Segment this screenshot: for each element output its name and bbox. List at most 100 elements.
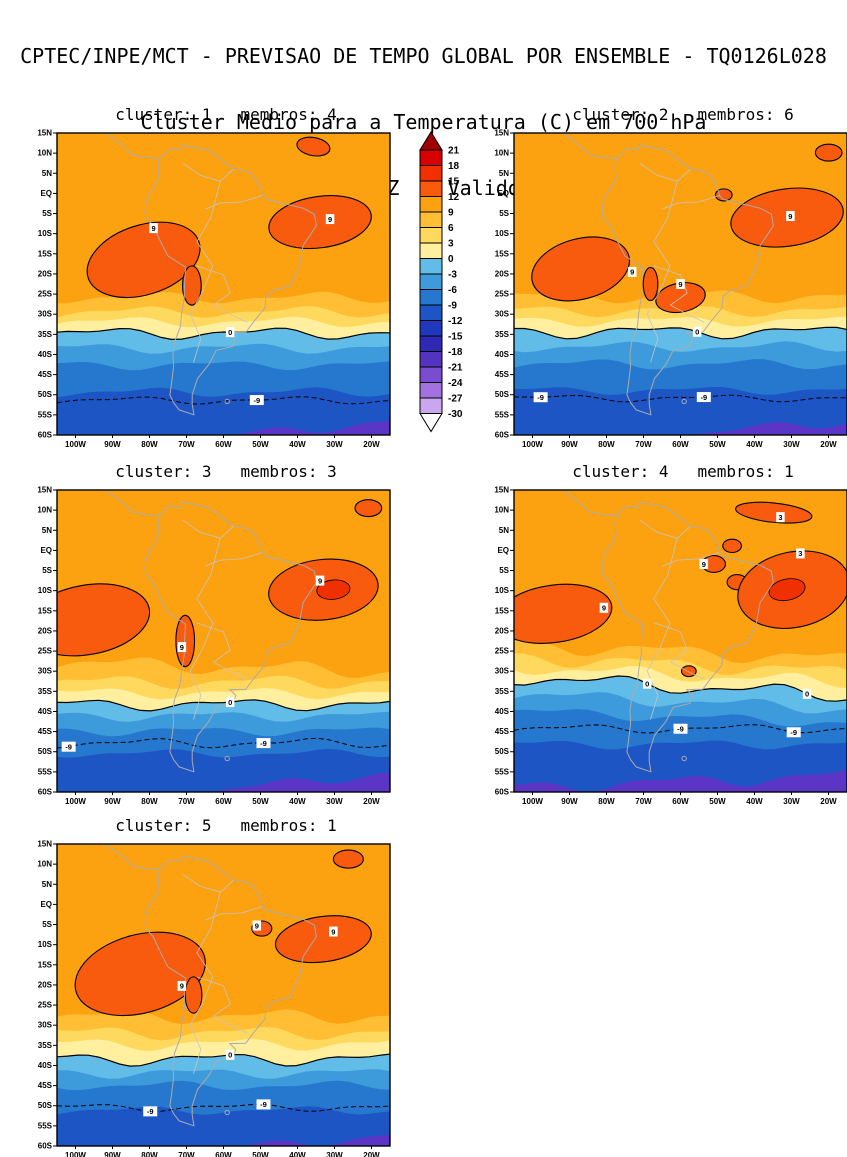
colorbar-label: -6 <box>448 285 457 296</box>
svg-text:-9: -9 <box>260 739 267 748</box>
coastlines <box>104 844 317 1127</box>
colorbar-segment <box>419 366 443 383</box>
svg-text:15N: 15N <box>37 486 52 495</box>
svg-text:20S: 20S <box>495 626 510 635</box>
header-line-2: Cluster Medio para a Temperatura (C) em … <box>140 110 707 134</box>
svg-text:10S: 10S <box>38 229 53 238</box>
svg-text:50S: 50S <box>38 390 53 399</box>
svg-text:30S: 30S <box>38 310 53 319</box>
svg-text:70W: 70W <box>178 1151 195 1157</box>
svg-text:-9: -9 <box>147 1107 154 1116</box>
svg-text:30W: 30W <box>326 1151 343 1157</box>
colorbar-segment <box>419 180 443 197</box>
map-content: 9 9 0 -9 -9 <box>57 490 390 792</box>
svg-text:15N: 15N <box>494 129 509 138</box>
svg-text:5N: 5N <box>499 526 509 535</box>
svg-text:9: 9 <box>788 212 792 221</box>
svg-text:9: 9 <box>151 224 155 233</box>
svg-text:9: 9 <box>702 560 706 569</box>
svg-text:40S: 40S <box>38 1061 53 1070</box>
svg-text:EQ: EQ <box>40 900 52 909</box>
contour-labels: 9 9 9 0 -9 -9 <box>143 920 338 1117</box>
svg-text:20S: 20S <box>38 980 53 989</box>
svg-text:20W: 20W <box>363 1151 380 1157</box>
colorbar-segment <box>419 397 443 414</box>
svg-text:80W: 80W <box>598 797 615 806</box>
svg-text:10S: 10S <box>495 229 510 238</box>
svg-text:0: 0 <box>805 690 809 699</box>
svg-text:3: 3 <box>778 513 782 522</box>
svg-text:80W: 80W <box>141 1151 158 1157</box>
svg-text:10N: 10N <box>37 506 52 515</box>
svg-text:9: 9 <box>678 280 682 289</box>
svg-text:5N: 5N <box>42 526 52 535</box>
svg-text:25S: 25S <box>38 290 53 299</box>
colorbar-label: 15 <box>448 177 460 188</box>
svg-text:-9: -9 <box>700 393 707 402</box>
cluster-panel-5: cluster: 5 membros: 1 9 9 9 0 -9 -9 15N 10N 5N EQ… <box>27 814 395 1157</box>
contour-labels: 9 9 0 -9 -9 <box>61 575 325 752</box>
svg-text:20W: 20W <box>363 797 380 806</box>
panel-title-2: cluster: 2 membros: 6 <box>572 105 794 124</box>
svg-text:20W: 20W <box>363 440 380 449</box>
svg-text:10N: 10N <box>37 860 52 869</box>
colorbar-label: 6 <box>448 223 454 234</box>
svg-text:55S: 55S <box>38 767 53 776</box>
colorbar-label: 21 <box>448 146 460 157</box>
svg-text:5N: 5N <box>42 880 52 889</box>
svg-text:80W: 80W <box>141 440 158 449</box>
colorbar-segment <box>419 149 443 166</box>
svg-text:70W: 70W <box>635 440 652 449</box>
svg-text:60W: 60W <box>215 1151 232 1157</box>
svg-text:55S: 55S <box>38 1121 53 1130</box>
svg-text:60W: 60W <box>672 440 689 449</box>
svg-text:40W: 40W <box>746 797 763 806</box>
colorbar-segment <box>419 211 443 228</box>
svg-text:10S: 10S <box>495 586 510 595</box>
svg-text:100W: 100W <box>65 1151 86 1157</box>
svg-text:35S: 35S <box>38 1041 53 1050</box>
svg-text:15S: 15S <box>495 249 510 258</box>
temperature-bands <box>514 640 847 792</box>
svg-text:35S: 35S <box>495 687 510 696</box>
coastlines <box>561 133 774 416</box>
svg-text:100W: 100W <box>65 797 86 806</box>
colorbar-label: -3 <box>448 270 457 281</box>
map-cluster-4: 9 9 3 3 0 0 -9 -9 15N 10N 5N EQ 5S 10S 15S 20S 25S 30S 35S… <box>494 486 847 806</box>
svg-text:25S: 25S <box>495 647 510 656</box>
svg-text:9: 9 <box>255 921 259 930</box>
svg-text:5S: 5S <box>499 566 509 575</box>
svg-text:55S: 55S <box>38 410 53 419</box>
svg-text:55S: 55S <box>495 767 510 776</box>
colorbar-label: -18 <box>448 347 463 358</box>
svg-text:60S: 60S <box>38 788 53 797</box>
svg-text:EQ: EQ <box>40 546 52 555</box>
svg-text:60S: 60S <box>38 431 53 440</box>
cluster-panel-4: cluster: 4 membros: 1 9 9 3 3 0 0 -9 -9 15N 10N 5N… <box>484 460 847 810</box>
svg-text:35S: 35S <box>495 330 510 339</box>
svg-text:70W: 70W <box>178 440 195 449</box>
svg-text:0: 0 <box>645 679 649 688</box>
svg-text:15N: 15N <box>494 486 509 495</box>
colorbar-segment <box>419 289 443 306</box>
svg-text:60S: 60S <box>38 1142 53 1151</box>
cluster-panel-2: cluster: 2 membros: 6 9 9 9 0 -9 -9 15N 10N 5N EQ… <box>484 103 847 453</box>
colorbar-label: 0 <box>448 254 454 265</box>
svg-text:15S: 15S <box>38 249 53 258</box>
svg-text:100W: 100W <box>522 440 543 449</box>
axis-ticks: 15N 10N 5N EQ 5S 10S 15S 20S 25S 30S 35S 40S 45S 50S 5… <box>37 840 380 1157</box>
colorbar-segment <box>419 320 443 337</box>
svg-text:35S: 35S <box>38 687 53 696</box>
svg-text:9: 9 <box>602 604 606 613</box>
svg-text:10S: 10S <box>38 940 53 949</box>
colorbar-segment <box>419 273 443 290</box>
warm-anomaly-blobs <box>86 136 372 306</box>
svg-text:20S: 20S <box>38 269 53 278</box>
colorbar-label: 9 <box>448 208 454 219</box>
svg-text:9: 9 <box>328 215 332 224</box>
axis-ticks: 15N 10N 5N EQ 5S 10S 15S 20S 25S 30S 35S 40S 45S 50S 5… <box>37 486 380 806</box>
panel-title-5: cluster: 5 membros: 1 <box>115 816 337 835</box>
svg-text:80W: 80W <box>141 797 158 806</box>
header-line-1: CPTEC/INPE/MCT - PREVISAO DE TEMPO GLOBA… <box>20 44 827 68</box>
